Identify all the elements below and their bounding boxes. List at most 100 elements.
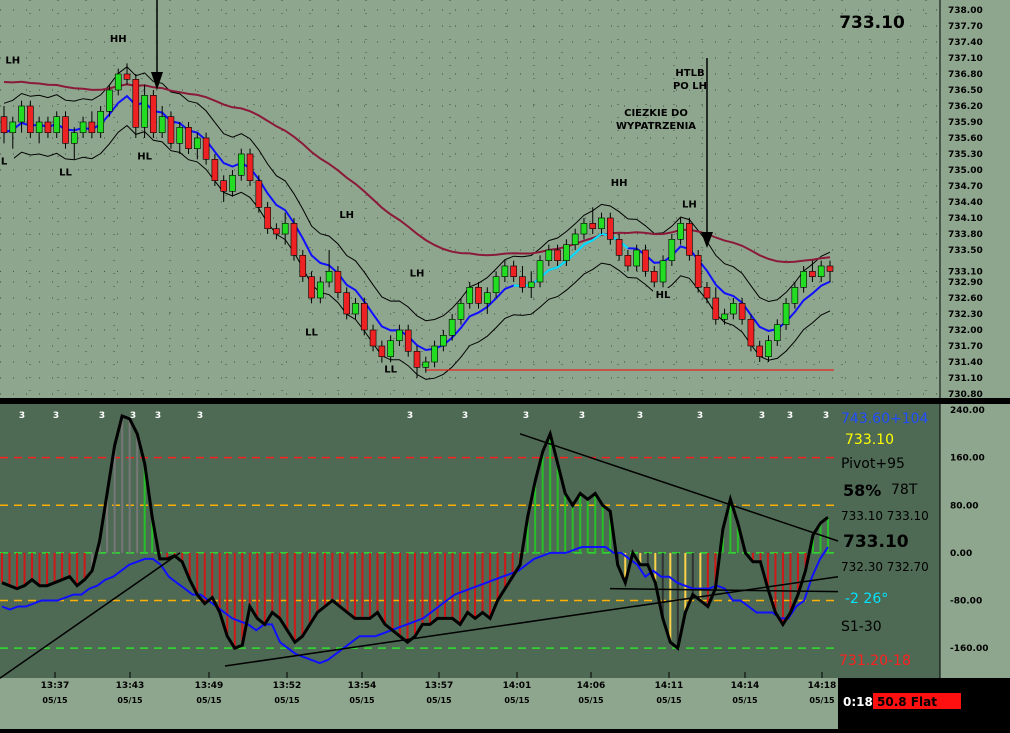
price-axis-tick: 732.60 <box>948 294 983 304</box>
count-label: 3 <box>99 411 105 421</box>
swing-label-box <box>0 154 14 168</box>
time-label: 13:49 <box>195 681 224 691</box>
price-axis-tick: 733.10 <box>948 267 983 277</box>
date-label: 05/15 <box>349 696 375 705</box>
readout-red-low: 731.20-18 <box>839 653 911 669</box>
candle-down <box>404 329 412 352</box>
candle-down <box>299 255 307 277</box>
candle-down <box>211 159 219 181</box>
price-axis-tick: 734.40 <box>948 198 983 208</box>
candle-down <box>703 287 711 299</box>
candle-down <box>167 116 175 144</box>
candle-up <box>53 116 61 133</box>
status-timer: 0:18 <box>843 695 873 709</box>
candle-up <box>817 265 825 277</box>
time-label: 13:52 <box>273 681 302 691</box>
candle-down <box>27 105 34 133</box>
candle-down <box>132 79 140 128</box>
swing-label: HL <box>137 151 152 162</box>
time-axis-labels: 13:37 05/15 13:43 05/15 13:49 05/15 13:52 05/15… <box>41 672 836 705</box>
time-label: 13:43 <box>116 681 145 691</box>
swing-label-box <box>407 266 427 280</box>
count-label: 3 <box>637 411 643 421</box>
swing-label: LL <box>59 167 72 178</box>
oscillator-line <box>1 413 829 651</box>
candle-down <box>554 249 561 261</box>
status-mode-badge <box>873 693 961 709</box>
candle-up <box>659 260 667 283</box>
count-label: 3 <box>523 411 529 421</box>
candle-up <box>325 271 333 283</box>
price-axis-tick: 732.00 <box>948 326 983 336</box>
swing-label-box <box>336 208 357 221</box>
price-axis-tick: 738.00 <box>948 6 983 16</box>
annotation-ciezkie-line2: WYPATRZENIA <box>616 121 696 132</box>
candle-up <box>229 175 236 192</box>
swing-label: L <box>1 157 8 168</box>
count-label: 3 <box>787 411 793 421</box>
oscillator-axis <box>940 404 1010 678</box>
candle-up <box>580 223 588 235</box>
readout-top: 743.60+104 <box>841 411 929 427</box>
candle-down <box>202 137 210 160</box>
candle-down <box>510 265 517 277</box>
oscillator-panel[interactable] <box>0 404 838 678</box>
candle-up <box>352 303 359 315</box>
date-label: 05/15 <box>117 696 143 705</box>
readout-pair1: 733.10 733.10 <box>841 509 929 523</box>
price-axis-tick: 736.80 <box>948 70 983 80</box>
candle-up <box>483 292 491 304</box>
count-label: 3 <box>155 411 161 421</box>
readout-ticks: 78T <box>891 482 918 498</box>
oscillator-axis-tick: 80.00 <box>950 501 978 511</box>
price-axis <box>940 0 1010 398</box>
candle-down <box>756 345 764 357</box>
time-label: 13:54 <box>348 681 377 691</box>
price-axis-tick: 731.10 <box>948 374 983 384</box>
date-label: 05/15 <box>426 696 452 705</box>
trendline <box>519 433 839 542</box>
count-label: 3 <box>462 411 468 421</box>
count-label: 3 <box>759 411 765 421</box>
swing-label: HL <box>656 290 671 301</box>
candle-down <box>185 127 192 149</box>
candle-up <box>422 361 430 368</box>
candle-down <box>308 276 315 299</box>
candle-down <box>369 329 377 347</box>
annotation-htlb: HTLB PO LH <box>673 58 713 248</box>
price-axis-tick: 735.00 <box>948 166 983 176</box>
candle-up <box>141 95 148 128</box>
candle-up <box>501 265 509 277</box>
arrow-down-icon <box>701 232 713 248</box>
candle-up <box>457 303 465 320</box>
oscillator-axis-tick: 240.00 <box>950 406 985 416</box>
candle-down <box>738 303 746 320</box>
candle-up <box>18 105 25 123</box>
annotation-ciezkie-line1: CIEZKIE DO <box>624 108 688 119</box>
readout-price-yellow: 733.10 <box>845 432 894 448</box>
oscillator-axis-tick: 0.00 <box>950 549 972 559</box>
date-label: 05/15 <box>578 696 604 705</box>
readout-s1: S1-30 <box>841 619 882 635</box>
count-label: 3 <box>19 411 25 421</box>
candle-up <box>563 244 570 261</box>
price-axis-tick: 733.80 <box>948 230 983 240</box>
candle-up <box>492 276 500 293</box>
candle-down <box>62 116 69 144</box>
candle-down <box>290 223 298 256</box>
date-label: 05/15 <box>656 696 682 705</box>
candle-down <box>413 351 421 368</box>
time-label: 13:57 <box>425 681 454 691</box>
candle-up <box>158 116 166 133</box>
swing-label-box <box>108 32 129 45</box>
price-axis-tick: 732.90 <box>948 278 983 288</box>
price-panel[interactable] <box>0 0 838 398</box>
swing-label: LL <box>305 327 318 338</box>
candle-down <box>0 116 8 133</box>
annotation-top-arrow <box>151 0 163 90</box>
price-axis-tick: 736.20 <box>948 102 983 112</box>
oscillator-side-panel <box>838 404 940 678</box>
arrow-down-icon <box>151 72 163 90</box>
